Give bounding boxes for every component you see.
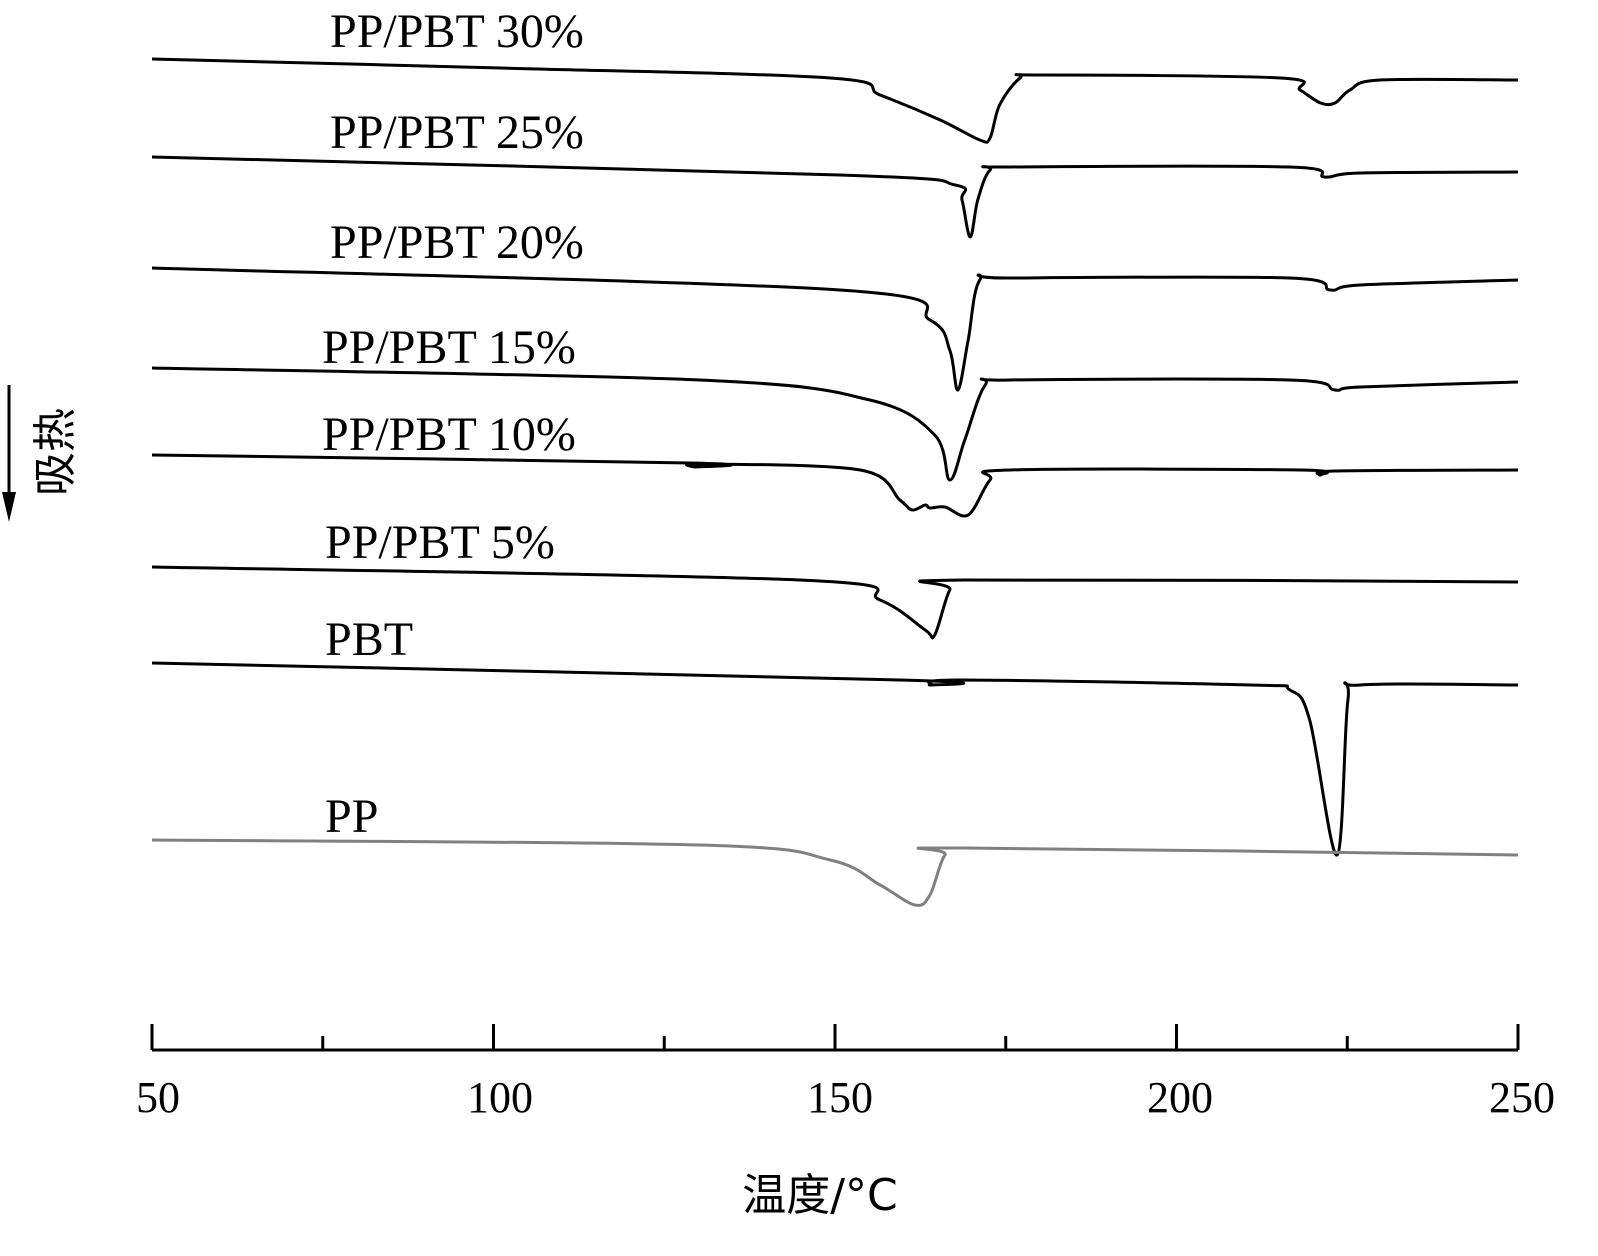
series-line-pp-pbt-25 xyxy=(151,155,1519,239)
series-labels: PP/PBT 30% PP/PBT 25% PP/PBT 20% PP/PBT … xyxy=(322,5,584,843)
x-axis-label: 温度/°C xyxy=(742,1170,898,1221)
series-line-pp xyxy=(151,838,1519,907)
x-tick-label-150: 150 xyxy=(807,1073,873,1122)
x-tick-label-100: 100 xyxy=(467,1073,533,1122)
label-pp-pbt-20: PP/PBT 20% xyxy=(330,216,584,269)
series-line-pp-pbt-10 xyxy=(151,453,1519,518)
series-line-pp-pbt-20 xyxy=(151,266,1519,392)
series-line-pbt xyxy=(151,661,1519,857)
curves xyxy=(151,57,1519,907)
label-pp-pbt-10: PP/PBT 10% xyxy=(322,408,576,461)
x-axis xyxy=(150,1024,1520,1052)
label-pp-pbt-30: PP/PBT 30% xyxy=(330,5,584,58)
label-pp: PP xyxy=(325,790,378,843)
label-pp-pbt-15: PP/PBT 15% xyxy=(322,321,576,374)
y-axis-indicator: 吸热 xyxy=(2,385,81,522)
label-pp-pbt-5: PP/PBT 5% xyxy=(325,516,555,569)
label-pp-pbt-25: PP/PBT 25% xyxy=(330,106,584,159)
y-axis-label: 吸热 xyxy=(30,408,81,496)
x-tick-labels: 50 100 150 200 250 xyxy=(136,1073,1555,1122)
x-tick-label-200: 200 xyxy=(1147,1073,1213,1122)
series-line-pp-pbt-5 xyxy=(151,565,1519,640)
series-line-pp-pbt-15 xyxy=(151,366,1519,482)
series-line-pp-pbt-30 xyxy=(151,57,1519,144)
down-arrow-icon xyxy=(2,492,16,522)
label-pbt: PBT xyxy=(325,613,413,666)
x-tick-label-250: 250 xyxy=(1489,1073,1555,1122)
x-tick-label-50: 50 xyxy=(136,1073,180,1122)
